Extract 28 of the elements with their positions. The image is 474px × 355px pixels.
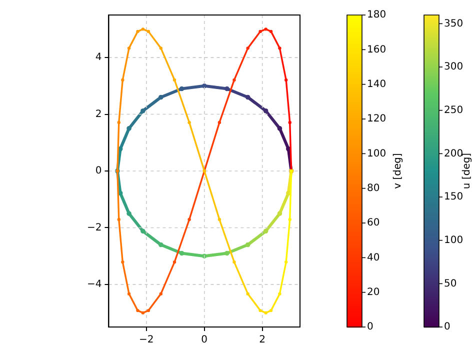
color-bar-label: 60 <box>367 218 380 229</box>
color-bar-title: v [deg] <box>392 153 404 189</box>
color-bar-label: 160 <box>367 44 386 56</box>
y-tick-label: −4 <box>86 279 102 290</box>
y-tick-label: 0 <box>95 166 102 177</box>
color-bar-label: 40 <box>367 252 380 264</box>
color-bar-label: 250 <box>444 104 464 116</box>
color-bar-label: 150 <box>444 192 464 203</box>
color-bar-title: u [deg] <box>462 152 473 190</box>
color-bar-label: 80 <box>367 182 380 194</box>
color-bar-label: 180 <box>367 10 386 21</box>
x-tick-label: 2 <box>259 334 266 346</box>
color-bar-label: 20 <box>367 286 380 298</box>
y-tick-label: −2 <box>86 222 102 234</box>
color-bar-label: 100 <box>444 234 464 246</box>
color-bar-label: 300 <box>444 62 464 73</box>
color-bar-label: 200 <box>444 148 464 160</box>
x-tick-label: −2 <box>139 334 154 346</box>
x-tick-label: 0 <box>201 334 208 346</box>
color-bar-label: 0 <box>367 322 374 333</box>
color-bar-label: 120 <box>367 114 386 125</box>
y-tick-label: 4 <box>95 52 102 64</box>
color-bar-label: 140 <box>367 78 386 90</box>
color-bar-label: 50 <box>444 278 457 290</box>
color-bar-label: 100 <box>367 148 386 160</box>
color-bar-label: 350 <box>444 18 464 30</box>
color-bar-label: 0 <box>444 322 450 333</box>
y-tick-label: 2 <box>95 108 102 120</box>
